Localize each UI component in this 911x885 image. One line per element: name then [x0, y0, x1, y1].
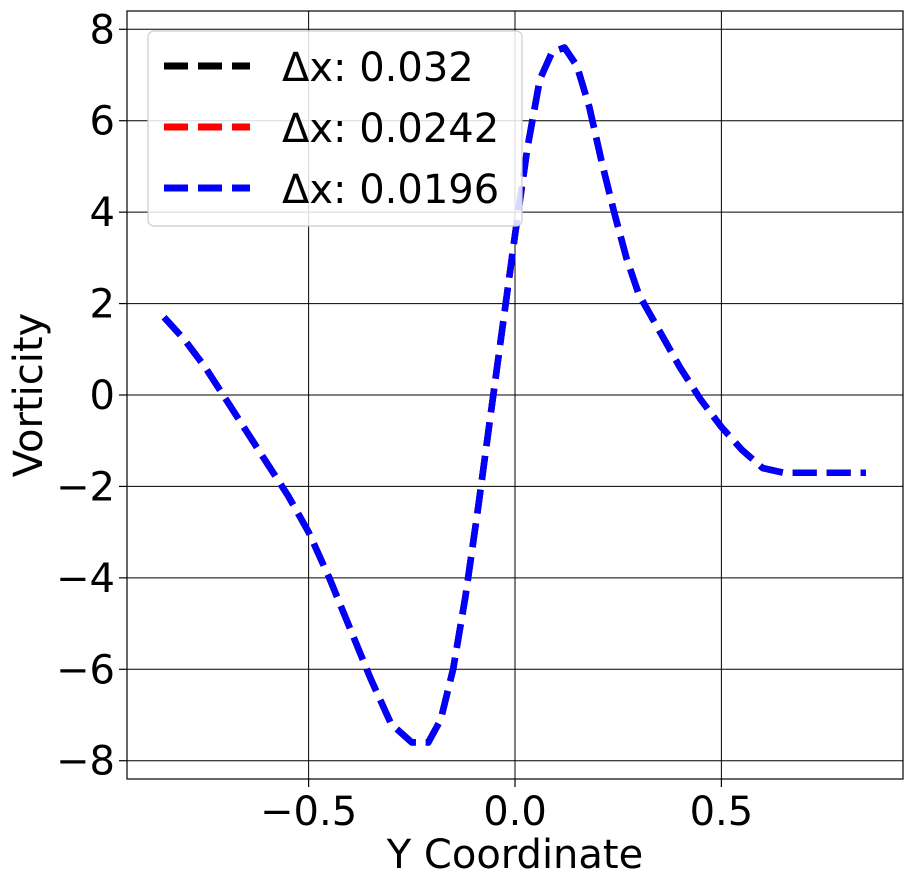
y-tick-label: 8 [90, 7, 115, 53]
tick-marks-and-labels: −0.5 0.0 0.5 −8 −6 −4 −2 0 2 4 6 8 [56, 7, 753, 835]
legend-label-1: Δx: 0.032 [282, 45, 474, 91]
legend-box [147, 30, 523, 227]
y-tick-label: 6 [90, 99, 115, 145]
legend-label-2: Δx: 0.0242 [282, 106, 499, 152]
y-tick-label: 2 [90, 282, 115, 328]
y-tick-label: −4 [56, 556, 115, 602]
x-tick-label: −0.5 [260, 789, 357, 835]
y-tick-label: 0 [90, 373, 115, 419]
y-tick-label: −8 [56, 739, 115, 785]
x-axis-label: Y Coordinate [386, 832, 643, 878]
legend-items: Δx: 0.032 Δx: 0.0242 Δx: 0.0196 [164, 45, 499, 213]
legend-label-3: Δx: 0.0196 [282, 167, 499, 213]
y-axis-label: Vorticity [6, 313, 52, 477]
legend: Δx: 0.032 Δx: 0.0242 Δx: 0.0196 [147, 30, 523, 227]
y-tick-label: 4 [90, 190, 115, 236]
y-tick-label: −6 [56, 647, 115, 693]
x-tick-label: 0.5 [690, 789, 754, 835]
y-tick-label: −2 [56, 464, 115, 510]
x-tick-label: 0.0 [483, 789, 547, 835]
